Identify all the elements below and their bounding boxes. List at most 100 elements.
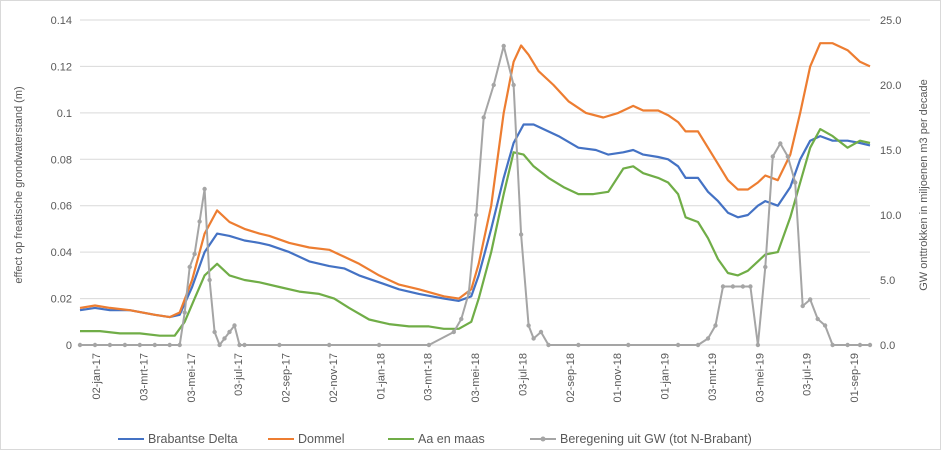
data-point	[426, 342, 432, 348]
data-point	[182, 310, 187, 315]
x-tick-label: 03-mei-18	[470, 353, 482, 403]
data-point	[481, 115, 486, 120]
series-line-2	[80, 128, 871, 337]
data-point	[808, 297, 813, 302]
data-point	[217, 342, 222, 348]
legend-label: Aa en maas	[418, 432, 485, 446]
data-point	[192, 251, 197, 257]
x-tick-label: 03-mrt-17	[138, 353, 150, 401]
right-tick-label: 20.0	[880, 80, 901, 92]
x-tick-label: 02-nov-17	[328, 353, 340, 403]
data-point	[177, 342, 182, 348]
data-point	[857, 342, 863, 348]
x-tick-label: 02-jan-17	[91, 353, 103, 399]
data-point	[576, 342, 581, 348]
data-point	[763, 264, 768, 270]
data-point	[92, 342, 98, 348]
data-point	[518, 232, 524, 237]
data-point	[207, 277, 212, 283]
data-point	[778, 141, 783, 146]
x-tick-label: 03-jul-17	[233, 353, 245, 396]
right-tick-label: 25.0	[880, 15, 901, 27]
data-point	[466, 290, 471, 296]
left-axis-title: effect op freatische grondwaterstand (m)	[13, 86, 25, 283]
data-point	[376, 342, 382, 348]
right-tick-label: 10.0	[880, 210, 901, 222]
left-axis-ticks: 0 0.02 0.04 0.06 0.08 0.1 0.12 0.14	[51, 15, 72, 352]
data-point	[277, 342, 282, 348]
x-tick-label: 01-sep-19	[849, 353, 861, 403]
data-point	[626, 342, 631, 348]
left-tick-label: 0.1	[57, 108, 72, 120]
data-point	[845, 342, 850, 348]
left-tick-label: 0.04	[51, 247, 72, 259]
data-point	[755, 342, 761, 348]
data-point	[740, 284, 746, 289]
x-tick-label: 02-sep-17	[281, 353, 293, 403]
data-point	[705, 336, 711, 341]
data-point	[77, 342, 83, 348]
x-axis-ticks: 02-jan-17 03-mrt-17 03-mei-17 03-jul-17 02-s…	[91, 353, 861, 403]
data-point	[720, 284, 726, 289]
right-tick-label: 5.0	[880, 275, 895, 287]
data-point	[785, 154, 790, 159]
data-point	[867, 342, 873, 348]
left-tick-label: 0.06	[51, 201, 72, 213]
data-point	[327, 342, 332, 348]
data-point	[748, 284, 753, 289]
x-tick-label: 03-jul-18	[517, 353, 529, 396]
data-point	[531, 336, 536, 341]
data-point	[227, 329, 232, 335]
data-point	[474, 212, 479, 218]
data-point	[770, 154, 775, 159]
data-point	[830, 342, 835, 348]
data-point	[815, 316, 820, 322]
series-lines	[77, 42, 873, 348]
legend-marker	[540, 436, 546, 442]
data-point	[451, 329, 456, 335]
left-tick-label: 0	[66, 340, 72, 352]
x-tick-label: 03-jul-19	[802, 353, 814, 396]
data-point	[526, 323, 531, 328]
series-line-0	[79, 123, 871, 319]
data-point	[546, 342, 551, 348]
right-axis-title: GW onttrokken in miljoenen m3 per decade	[918, 79, 930, 291]
data-point	[511, 82, 516, 88]
x-tick-label: 01-jan-18	[375, 353, 387, 399]
legend-label: Beregening uit GW (tot N-Brabant)	[560, 432, 752, 446]
right-axis-ticks: 0.0 5.0 10.0 15.0 20.0 25.0	[880, 15, 901, 352]
data-point	[197, 219, 202, 224]
left-tick-label: 0.02	[51, 294, 72, 306]
series-line-1	[79, 42, 871, 319]
data-point	[222, 336, 227, 341]
right-tick-label: 0.0	[880, 340, 895, 352]
x-tick-label: 03-mei-19	[754, 353, 766, 403]
data-point	[202, 186, 207, 192]
x-tick-label: 02-sep-18	[565, 353, 577, 403]
data-point	[459, 316, 464, 322]
legend: Brabantse Delta Dommel Aa en maas Beregenin…	[118, 432, 752, 446]
data-point	[713, 323, 718, 328]
data-point	[122, 342, 128, 348]
x-tick-label: 03-mrt-19	[707, 353, 719, 401]
data-point	[800, 303, 805, 309]
x-tick-label: 03-mrt-18	[423, 353, 435, 401]
data-point	[538, 329, 544, 335]
data-point	[167, 342, 172, 348]
data-point	[242, 342, 247, 348]
x-tick-label: 03-mei-17	[186, 353, 198, 403]
data-point	[107, 342, 113, 348]
series-line-3	[80, 45, 870, 346]
data-point	[793, 180, 798, 185]
data-point	[232, 323, 237, 328]
left-tick-label: 0.12	[51, 61, 72, 73]
data-point	[730, 284, 736, 289]
data-point	[187, 264, 192, 270]
data-point	[695, 342, 701, 348]
left-tick-label: 0.14	[51, 15, 72, 27]
data-point	[491, 82, 496, 88]
data-point	[675, 342, 681, 348]
legend-label: Dommel	[298, 432, 345, 446]
x-tick-label: 01-jan-19	[660, 353, 672, 399]
